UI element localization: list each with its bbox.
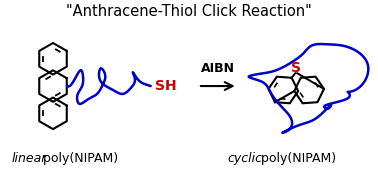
- Text: cyclic: cyclic: [228, 152, 263, 165]
- Text: SH: SH: [155, 79, 176, 93]
- Text: S: S: [291, 61, 301, 75]
- Text: AIBN: AIBN: [201, 62, 235, 75]
- Text: linear: linear: [11, 152, 47, 165]
- Text: "Anthracene-Thiol Click Reaction": "Anthracene-Thiol Click Reaction": [66, 4, 312, 19]
- Text: poly(NIPAM): poly(NIPAM): [257, 152, 337, 165]
- Text: poly(NIPAM): poly(NIPAM): [39, 152, 118, 165]
